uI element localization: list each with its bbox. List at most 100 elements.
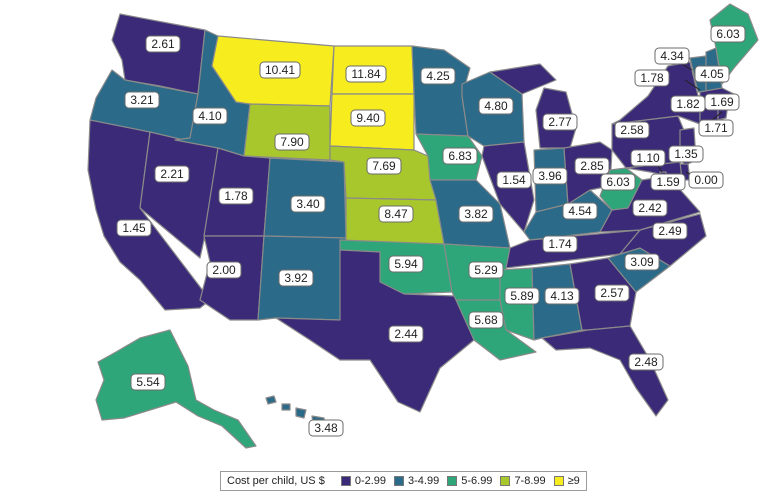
- state-ak: [95, 329, 257, 449]
- value-label-mn: 4.25: [420, 67, 456, 85]
- value-label-sc: 3.09: [624, 253, 660, 271]
- value-label-me: 6.03: [710, 25, 746, 43]
- state-hi: [265, 395, 327, 433]
- legend-item-1: 3-4.99: [394, 475, 439, 487]
- value-label-vt: 4.34: [654, 47, 690, 65]
- legend-label: 5-6.99: [461, 475, 493, 487]
- value-text: 2.00: [212, 263, 236, 277]
- value-text: 11.84: [351, 67, 380, 81]
- value-label-ga: 2.57: [594, 284, 630, 302]
- value-text: 1.35: [674, 147, 698, 161]
- value-label-de: 0.00: [688, 171, 724, 189]
- value-label-ny: 1.82: [670, 95, 706, 113]
- value-label-tn: 1.74: [542, 235, 578, 253]
- value-text: 10.41: [265, 63, 295, 77]
- value-label-tx: 2.44: [388, 325, 424, 343]
- value-label-az: 2.00: [206, 261, 242, 279]
- value-text: 4.54: [568, 204, 592, 218]
- state-me: [709, 3, 759, 85]
- value-label-nj: 1.35: [668, 145, 704, 163]
- value-text: 1.82: [676, 97, 700, 111]
- value-label-il: 1.54: [496, 171, 532, 189]
- value-text: 5.29: [474, 263, 498, 277]
- legend-swatch: [553, 476, 564, 486]
- value-label-ia: 6.83: [442, 147, 478, 165]
- legend-swatch: [447, 476, 458, 486]
- state-value-labels: 2.61 3.21 1.45 2.21 4.10 10.41 7.90 1.78 2.00 3.4…: [116, 25, 746, 437]
- value-text: 9.40: [356, 111, 380, 125]
- value-text: 1.78: [224, 189, 248, 203]
- value-label-nd: 11.84: [345, 65, 387, 83]
- value-text: 7.90: [280, 135, 304, 149]
- legend-item-3: 7-8.99: [500, 475, 546, 487]
- value-text: 3.82: [464, 207, 488, 221]
- value-text: 5.54: [136, 375, 160, 389]
- value-text: 1.69: [710, 95, 734, 109]
- value-label-ma: 1.69: [704, 93, 740, 111]
- value-text: 1.54: [502, 173, 526, 187]
- value-label-sd: 9.40: [350, 109, 386, 127]
- value-text: 2.77: [548, 115, 572, 129]
- value-label-wi: 4.80: [478, 97, 514, 115]
- value-label-pa: 2.58: [614, 121, 650, 139]
- value-text: 0.00: [694, 173, 718, 187]
- value-text: 4.34: [660, 49, 684, 63]
- value-label-nc: 2.49: [652, 222, 688, 240]
- state-wy: [243, 103, 331, 161]
- value-label-wv: 6.03: [600, 173, 636, 191]
- value-text: 1.78: [640, 71, 664, 85]
- value-label-ut: 1.78: [218, 187, 254, 205]
- value-text: 6.03: [606, 175, 630, 189]
- value-text: 3.09: [630, 255, 654, 269]
- value-text: 2.61: [151, 37, 175, 51]
- value-label-wa: 2.61: [145, 35, 181, 53]
- legend-item-4: ≥9: [553, 475, 580, 487]
- value-text: 7.69: [372, 159, 396, 173]
- value-label-wy: 7.90: [274, 133, 310, 151]
- value-text: 1.71: [704, 121, 728, 135]
- value-label-ar: 5.29: [468, 261, 504, 279]
- value-label-ne: 7.69: [366, 157, 402, 175]
- value-label-ky: 4.54: [562, 202, 598, 220]
- value-label-co: 3.40: [290, 195, 326, 213]
- value-text: 4.13: [550, 289, 574, 303]
- legend-swatch: [394, 476, 405, 486]
- value-label-ks: 8.47: [378, 205, 414, 223]
- value-text: 8.47: [384, 207, 408, 221]
- legend-label: 3-4.99: [408, 475, 440, 487]
- value-label-ms: 5.89: [504, 287, 540, 305]
- state-mn: [411, 45, 471, 137]
- legend-title: Cost per child, US $: [227, 475, 325, 487]
- state-tx: [275, 249, 475, 413]
- legend-swatch: [500, 476, 511, 486]
- legend-swatch: [340, 476, 351, 486]
- value-text: 3.21: [130, 93, 154, 107]
- value-label-al: 4.13: [544, 287, 580, 305]
- value-label-la: 5.68: [468, 311, 504, 329]
- value-text: 5.94: [394, 257, 418, 271]
- value-text: 2.48: [634, 355, 658, 369]
- value-text: 1.45: [122, 221, 146, 235]
- value-text: 2.57: [600, 286, 624, 300]
- legend-label: 0-2.99: [354, 475, 387, 487]
- value-label-nh: 4.05: [694, 65, 730, 83]
- value-label-ak: 5.54: [130, 373, 166, 391]
- legend: Cost per child, US $ 0-2.99 3-4.99 5-6.9…: [220, 471, 587, 491]
- value-text: 2.21: [160, 167, 184, 181]
- value-label-oh: 2.85: [574, 157, 610, 175]
- legend-item-2: 5-6.99: [447, 475, 492, 487]
- value-text: 2.44: [394, 327, 418, 341]
- value-label-mi: 2.77: [542, 113, 578, 131]
- legend-label: 7-8.99: [514, 475, 546, 487]
- value-text: 2.85: [580, 159, 604, 173]
- state-fl: [541, 325, 669, 417]
- value-label-mt: 10.41: [259, 61, 301, 79]
- value-label-ca: 1.45: [116, 219, 152, 237]
- value-label-nm: 3.92: [278, 269, 314, 287]
- value-text: 1.74: [548, 237, 572, 251]
- value-label-va: 2.42: [632, 199, 668, 217]
- value-text: 6.83: [448, 149, 472, 163]
- value-label-ri: 1.71: [698, 119, 734, 137]
- value-label-fl: 2.48: [628, 353, 664, 371]
